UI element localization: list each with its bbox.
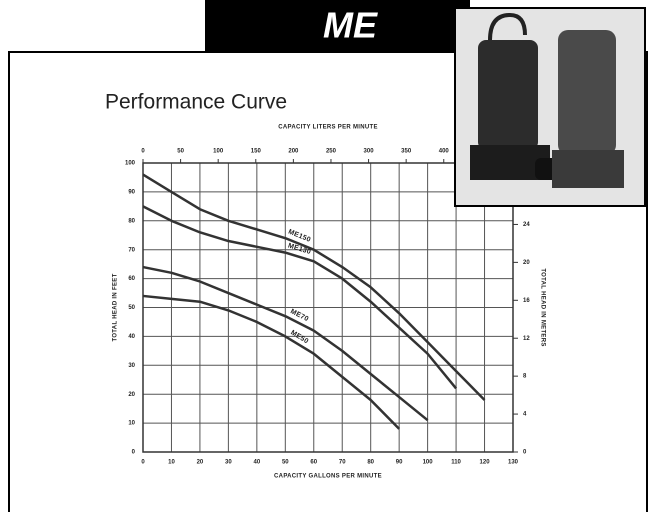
x2-tick-label: 400	[439, 149, 450, 155]
y-tick-label: 40	[128, 334, 135, 340]
x-tick-label: 50	[282, 460, 289, 466]
y2-tick-label: 16	[523, 298, 530, 304]
x2-tick-label: 300	[364, 149, 375, 155]
x-tick-label: 130	[508, 460, 519, 466]
x-tick-label: 100	[423, 460, 434, 466]
y2-tick-label: 24	[523, 222, 530, 228]
y-axis-label: TOTAL HEAD IN FEET	[113, 273, 119, 341]
x2-tick-label: 50	[177, 149, 184, 155]
x-axis-label: CAPACITY GALLONS PER MINUTE	[274, 474, 382, 480]
x-tick-label: 80	[367, 460, 374, 466]
x2-tick-label: 350	[401, 149, 412, 155]
y-tick-label: 50	[128, 305, 135, 311]
y2-tick-label: 20	[523, 260, 530, 266]
x2-axis-label: CAPACITY LITERS PER MINUTE	[278, 125, 378, 131]
x-tick-label: 90	[396, 460, 403, 466]
y-tick-label: 90	[128, 189, 135, 195]
y-tick-label: 80	[128, 218, 135, 224]
x-tick-label: 40	[254, 460, 261, 466]
y2-tick-label: 12	[523, 336, 530, 342]
x-tick-label: 20	[197, 460, 204, 466]
product-photo	[455, 8, 645, 206]
x-tick-label: 30	[225, 460, 232, 466]
x-tick-label: 10	[168, 460, 175, 466]
x-tick-label: 60	[310, 460, 317, 466]
y-tick-label: 30	[128, 363, 135, 369]
y-tick-label: 60	[128, 276, 135, 282]
pump-base	[552, 150, 624, 188]
y2-axis-label: TOTAL HEAD IN METERS	[539, 268, 545, 346]
pump	[558, 30, 616, 155]
chart-title: Performance Curve	[105, 91, 287, 114]
y-tick-label: 100	[125, 161, 136, 167]
x2-tick-label: 100	[213, 149, 224, 155]
x2-tick-label: 200	[288, 149, 299, 155]
page: ME Performance Curve 0102030405060708090…	[0, 0, 655, 512]
y-tick-label: 20	[128, 392, 135, 398]
x-tick-label: 70	[339, 460, 346, 466]
y-tick-label: 10	[128, 421, 135, 427]
pump	[478, 40, 538, 150]
x-tick-label: 110	[451, 460, 461, 466]
y-tick-label: 70	[128, 247, 135, 253]
x-tick-label: 120	[480, 460, 491, 466]
x2-tick-label: 250	[326, 149, 337, 155]
x2-tick-label: 150	[251, 149, 262, 155]
header-title: ME	[323, 5, 378, 46]
